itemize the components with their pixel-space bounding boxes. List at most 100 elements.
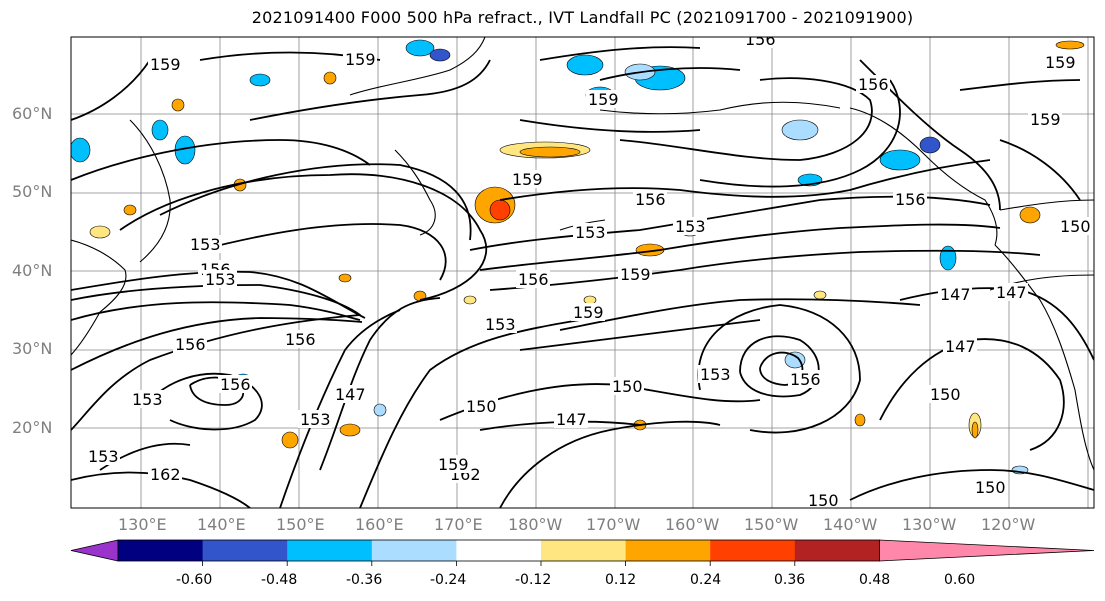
contour-label: 159 (620, 265, 651, 284)
height-contour (71, 270, 366, 319)
contour-label-bg (464, 397, 498, 415)
lat-label: 30°N (12, 339, 53, 358)
contour-label-bg (943, 337, 977, 355)
contour-label-bg (928, 385, 962, 403)
colorbar-tick-label: -0.48 (261, 572, 298, 588)
map-title: 2021091400 F000 500 hPa refract., IVT La… (251, 8, 914, 27)
contour-label: 147 (556, 410, 587, 429)
ivt-anomaly-patch (854, 413, 866, 427)
contour-label: 156 (745, 30, 776, 49)
ivt-anomaly-patch (519, 146, 581, 158)
colorbar-tick-label: 0.36 (774, 572, 806, 588)
lon-label: 120°W (981, 515, 1036, 534)
coastline-segment (394, 149, 436, 236)
colorbar-extend-high (879, 539, 1095, 562)
colorbar-tick-label: 0.48 (859, 572, 891, 588)
lon-label: 140°E (197, 515, 246, 534)
ivt-anomaly-patch (879, 149, 921, 171)
contour-label: 159 (573, 303, 604, 322)
lon-label: 140°W (823, 515, 878, 534)
lon-label: 130°E (118, 515, 167, 534)
contour-label-bg (994, 283, 1028, 301)
contour-label: 156 (285, 330, 316, 349)
contour-label: 153 (700, 365, 731, 384)
height-contour (959, 79, 1081, 91)
colorbar-tick-label: 0.12 (605, 572, 637, 588)
ivt-anomaly-patch (281, 431, 299, 449)
coastline-segment (129, 119, 171, 263)
contour-label-bg (483, 315, 517, 333)
contour-label: 156 (175, 335, 206, 354)
height-contour (71, 59, 151, 121)
height-contour (999, 139, 1081, 201)
height-contour (189, 376, 245, 406)
ivt-anomaly-patch (338, 273, 352, 283)
contour-label-bg (893, 190, 927, 208)
colorbar-segment (371, 540, 457, 561)
contour-label: 153 (675, 217, 706, 236)
height-contour (499, 159, 991, 201)
ivt-anomaly-patch (323, 71, 337, 85)
contour-label: 147 (335, 385, 366, 404)
contour-label: 156 (635, 190, 666, 209)
ivt-anomaly-patch (1019, 206, 1041, 224)
lat-label: 40°N (12, 261, 53, 280)
height-contour (559, 298, 921, 331)
height-contour (149, 372, 263, 431)
height-contour (279, 309, 401, 508)
contour-label: 159 (438, 455, 469, 474)
ivt-anomaly-patch (784, 351, 806, 369)
lon-label: 150°E (276, 515, 325, 534)
colorbar-segment (456, 540, 542, 561)
contour-label-bg (218, 375, 252, 393)
colorbar-tick-label: 0.24 (690, 572, 722, 588)
contour-label: 156 (895, 190, 926, 209)
contour-label: 153 (300, 410, 331, 429)
contour-label-bg (554, 410, 588, 428)
ivt-anomaly-patch (1055, 40, 1085, 50)
height-contour (739, 335, 820, 398)
contour-label: 156 (518, 270, 549, 289)
contour-label-bg (333, 385, 367, 403)
colorbar-segment (287, 540, 373, 561)
contour-label-bg (173, 335, 207, 353)
height-contour (159, 163, 472, 241)
contour-label-bg (573, 223, 607, 241)
coastline-segment (999, 199, 1094, 211)
height-contour (479, 223, 1001, 271)
ivt-anomaly-patch (971, 421, 979, 439)
contour-label: 153 (190, 235, 221, 254)
contour-label-bg (436, 455, 470, 473)
height-contour (697, 304, 861, 434)
contour-label: 159 (1030, 110, 1061, 129)
colorbar-segment (118, 540, 204, 561)
colorbar-segment (794, 540, 880, 561)
contour-label: 150 (930, 385, 961, 404)
contour-labels: 159 1591561591591591561561591531561531531… (86, 30, 1092, 510)
contour-label: 153 (88, 447, 119, 466)
height-contour (849, 469, 1094, 501)
height-contour (489, 249, 1041, 291)
ivt-anomaly-patch (781, 119, 819, 141)
coastline-segment (349, 37, 486, 96)
contour-label: 156 (858, 75, 889, 94)
colorbar-tick-label: -0.12 (515, 572, 552, 588)
contour-label-bg (673, 217, 707, 235)
contour-label: 156 (220, 375, 251, 394)
contour-label: 147 (996, 283, 1027, 302)
lon-label: 150°W (744, 515, 799, 534)
ivt-anomaly-patch (249, 73, 271, 87)
contour-label: 150 (1060, 217, 1091, 236)
lon-label: 170°E (434, 515, 483, 534)
contour-label: 150 (808, 491, 839, 510)
height-contour (539, 46, 701, 61)
height-contour (199, 223, 447, 281)
contour-label: 156 (790, 370, 821, 389)
contour-label: 159 (150, 55, 181, 74)
contour-label: 153 (205, 270, 236, 289)
contour-label-bg (283, 330, 317, 348)
contour-label: 159 (1045, 53, 1076, 72)
contour-label-bg (298, 410, 332, 428)
ivt-anomaly-patch (89, 225, 111, 239)
